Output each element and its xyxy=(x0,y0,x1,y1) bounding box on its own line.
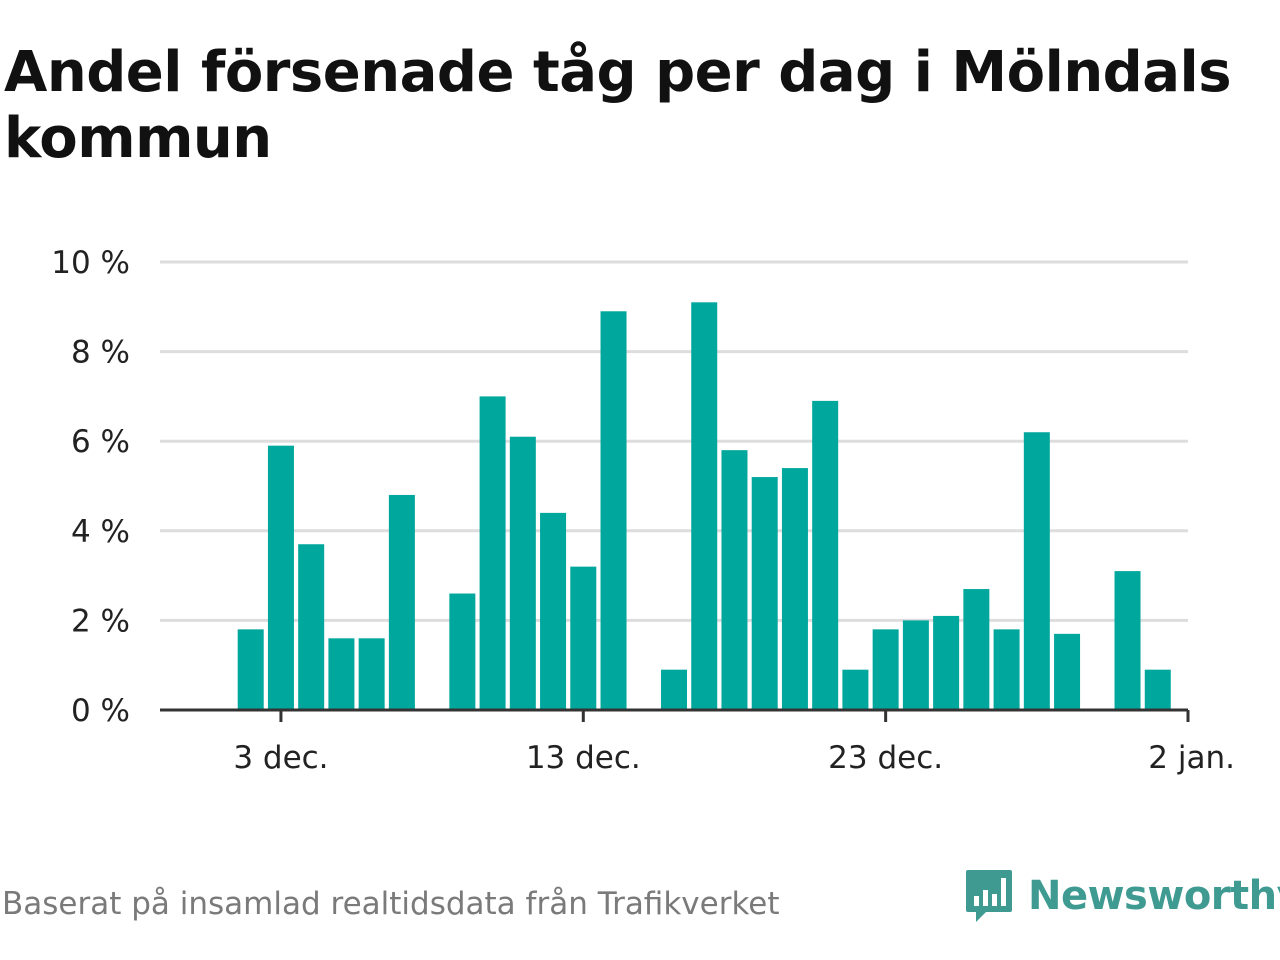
bar xyxy=(1144,669,1171,710)
bar xyxy=(963,589,990,710)
bar xyxy=(1114,571,1141,710)
bar xyxy=(721,450,748,710)
bar xyxy=(691,302,718,710)
x-axis-tick-labels: 3 dec. 13 dec. 23 dec. 2 jan. xyxy=(233,740,1235,776)
chart-title: Andel försenade tåg per dag i Mölndals k… xyxy=(4,40,1232,171)
y-tick-label: 6 % xyxy=(71,424,130,460)
bar xyxy=(1023,432,1050,710)
bar xyxy=(600,311,627,710)
bar xyxy=(237,629,264,710)
x-tick-label: 2 jan. xyxy=(1148,740,1235,776)
newsworthy-logo-icon xyxy=(966,870,1012,922)
y-tick-label: 4 % xyxy=(71,514,130,550)
x-tick-label: 3 dec. xyxy=(233,740,328,776)
x-axis xyxy=(160,708,1190,722)
bar xyxy=(781,468,808,710)
bars xyxy=(237,302,1171,710)
bar xyxy=(660,669,688,710)
y-axis-tick-labels: 0 % 2 % 4 % 6 % 8 % 10 % xyxy=(51,245,130,729)
bar xyxy=(902,620,929,710)
y-tick-label: 10 % xyxy=(51,245,130,281)
bar xyxy=(479,396,506,710)
bar xyxy=(298,544,325,710)
bar xyxy=(388,494,415,710)
bar xyxy=(328,638,355,710)
bar xyxy=(751,477,778,710)
bar xyxy=(812,400,839,710)
bar xyxy=(872,629,899,710)
bar xyxy=(358,638,385,710)
newsworthy-logo-text: Newsworthy xyxy=(1028,873,1280,919)
bar xyxy=(449,593,476,710)
y-tick-label: 2 % xyxy=(71,603,130,639)
bar xyxy=(933,615,960,710)
bar xyxy=(509,436,536,710)
bar xyxy=(842,669,869,710)
newsworthy-logo[interactable]: Newsworthy xyxy=(964,864,1280,928)
x-tick-label: 13 dec. xyxy=(526,740,641,776)
bar xyxy=(267,445,294,710)
x-tick-label: 23 dec. xyxy=(828,740,943,776)
source-note: Baserat på insamlad realtidsdata från Tr… xyxy=(2,886,780,922)
y-tick-label: 8 % xyxy=(71,335,130,371)
bar xyxy=(993,629,1020,710)
bar xyxy=(540,512,567,710)
bar xyxy=(570,566,597,710)
grid-lines xyxy=(160,260,1188,622)
y-tick-label: 0 % xyxy=(71,693,130,729)
bar xyxy=(1054,633,1081,710)
